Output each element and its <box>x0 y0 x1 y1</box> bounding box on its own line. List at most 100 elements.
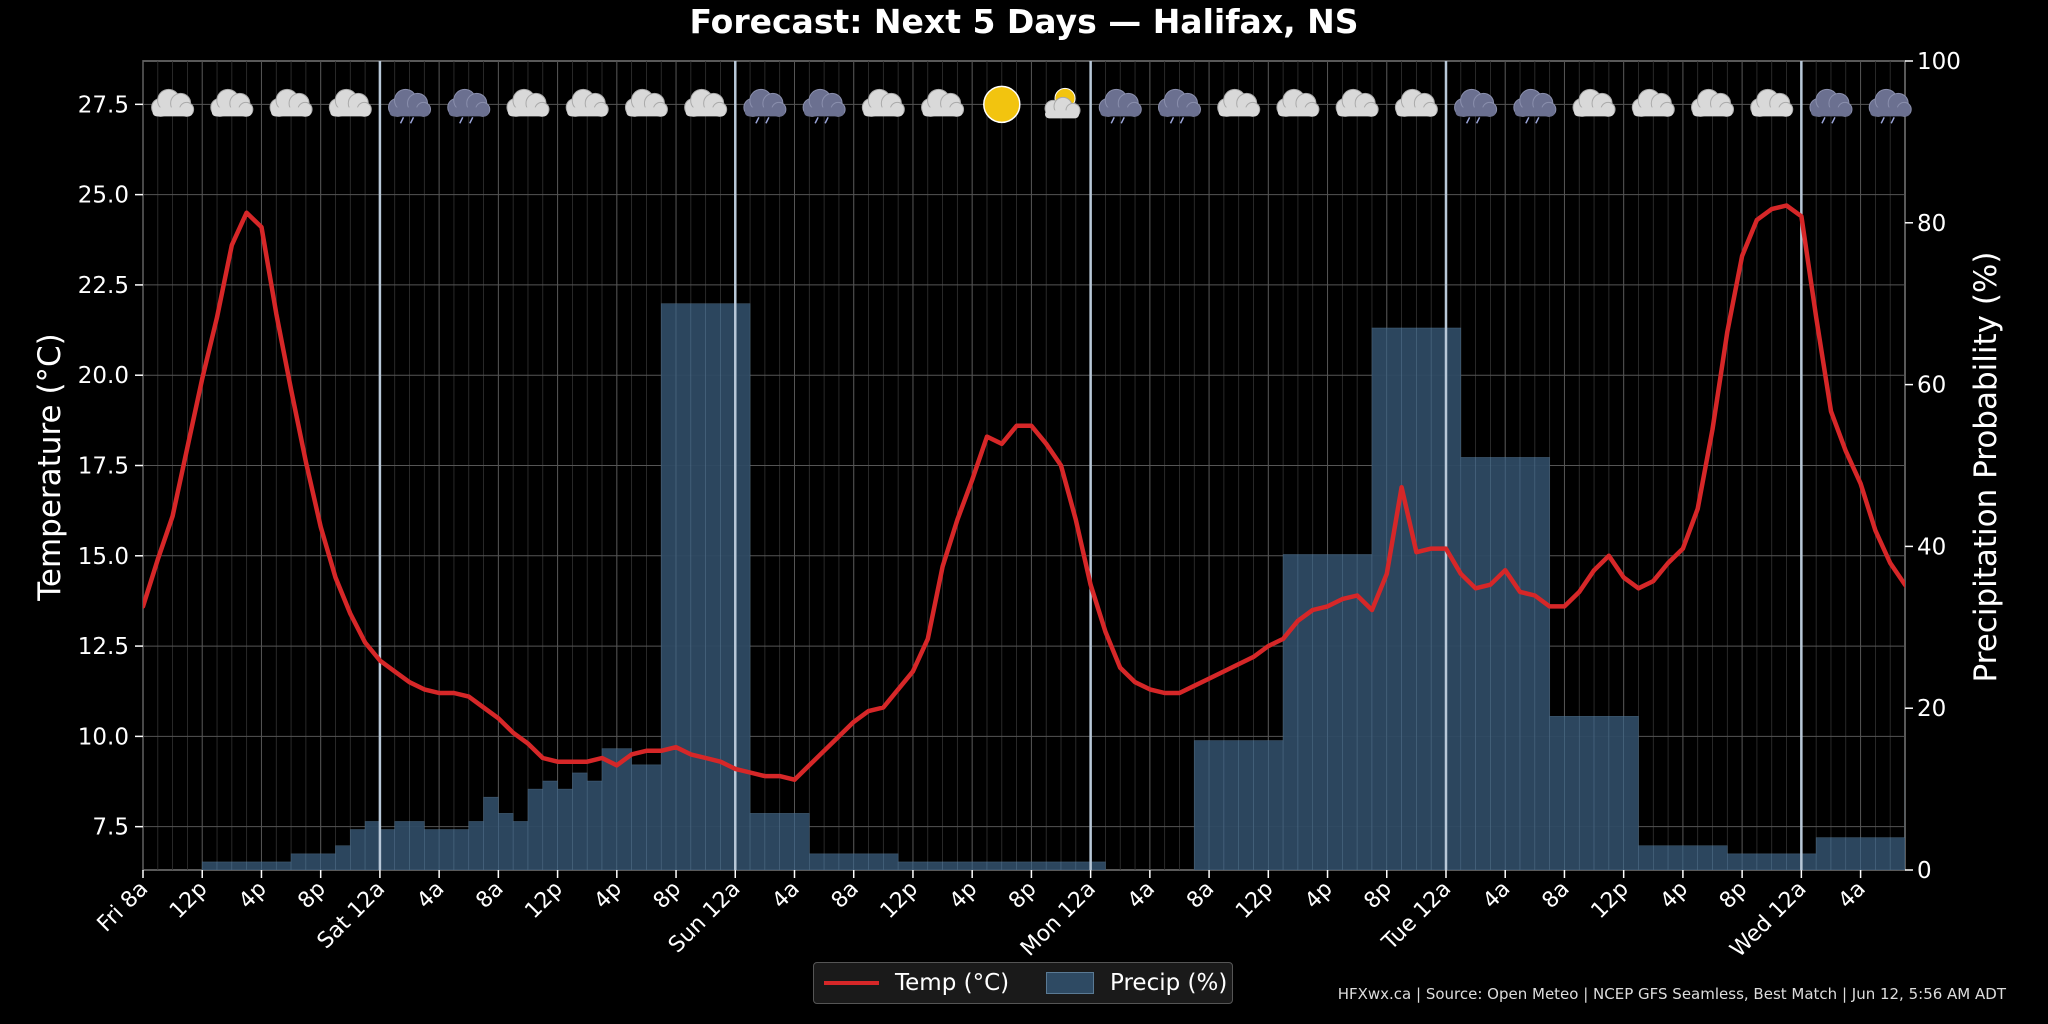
x-tick-label: 4a <box>1478 877 1515 914</box>
cloudy-icon <box>1217 88 1261 117</box>
rain-icon <box>743 88 787 124</box>
precip-bar <box>1801 853 1817 870</box>
sunny-icon <box>983 85 1021 124</box>
precip-bar <box>1401 327 1417 870</box>
precip-bar <box>868 853 884 870</box>
precip-bar <box>246 861 262 870</box>
precip-bar <box>794 813 810 870</box>
x-tick-label: 8a <box>827 877 864 914</box>
precip-bar <box>379 829 396 870</box>
precip-tick-label: 20 <box>1917 696 1946 722</box>
precip-bar <box>1771 853 1787 870</box>
x-tick-label: 8a <box>1182 877 1219 914</box>
rain-icon <box>447 88 491 124</box>
precip-bar <box>764 813 780 870</box>
precip-bar <box>1593 715 1610 870</box>
precip-bar <box>1830 837 1847 870</box>
precip-bar <box>1786 853 1802 870</box>
precip-bar <box>483 796 499 870</box>
cloudy-icon <box>1691 88 1735 117</box>
precip-bar <box>424 829 440 870</box>
precip-bar <box>1386 327 1402 870</box>
precip-bar <box>690 303 706 870</box>
precip-bar <box>1845 837 1861 870</box>
precip-bar <box>1697 845 1713 870</box>
precip-bar <box>1490 457 1506 870</box>
legend: Temp (°C) Precip (%) <box>813 962 1233 1004</box>
y-axis-label-left: Temperature (°C) <box>32 333 68 601</box>
precip-bar <box>1860 837 1876 870</box>
precip-bar <box>1445 327 1462 870</box>
precip-bar <box>1342 554 1358 870</box>
precip-bar <box>1712 845 1728 870</box>
precip-bar <box>631 764 647 870</box>
precip-bar <box>305 853 321 870</box>
cloudy-icon <box>1335 88 1379 117</box>
cloudy-icon <box>684 88 728 117</box>
x-tick-label: 8p <box>1715 877 1752 914</box>
precip-bar <box>1430 327 1447 870</box>
legend-label-precip: Precip (%) <box>1110 970 1228 996</box>
precip-bar <box>275 861 292 870</box>
legend-label-temp: Temp (°C) <box>895 970 1010 996</box>
x-tick-label: 12p <box>1587 877 1634 924</box>
precip-bar <box>957 861 973 870</box>
day-boundaries <box>378 61 1803 870</box>
x-tick-label: 8a <box>1538 877 1575 914</box>
precip-bar <box>1549 715 1565 870</box>
cloudy-icon <box>1631 88 1675 117</box>
x-tick-label: 4p <box>1656 877 1693 914</box>
x-tick-label: 4a <box>768 877 805 914</box>
precip-bar <box>1416 327 1432 870</box>
precip-bar <box>1060 861 1077 870</box>
temp-tick-label: 15.0 <box>78 544 129 570</box>
precip-bar <box>897 861 914 870</box>
weather-icons <box>151 85 1912 124</box>
x-tick-label: 8a <box>471 877 508 914</box>
precip-bar <box>290 853 307 870</box>
cloudy-icon <box>1394 88 1438 117</box>
precip-bar <box>1608 715 1624 870</box>
precip-bar <box>942 861 958 870</box>
right-axis-ticks: 0 20 40 60 80 100 <box>1905 49 1961 884</box>
chart-title: Forecast: Next 5 Days — Halifax, NS <box>689 2 1359 41</box>
precip-bar <box>1208 740 1225 870</box>
precip-bar <box>409 821 425 870</box>
x-tick-label: 4a <box>1123 877 1160 914</box>
precip-tick-label: 60 <box>1917 373 1946 399</box>
rain-icon <box>388 88 432 124</box>
temp-tick-label: 25.0 <box>78 183 129 209</box>
precip-bar <box>1238 740 1254 870</box>
precip-bar <box>971 861 988 870</box>
precip-bar <box>601 748 618 870</box>
x-tick-label: 8p <box>1004 877 1041 914</box>
precip-bar <box>320 853 336 870</box>
precip-tick-label: 80 <box>1917 211 1946 237</box>
cloudy-icon <box>921 88 965 117</box>
x-tick-label: 4p <box>234 877 271 914</box>
x-tick-label: 12p <box>165 877 212 924</box>
x-tick-label: 12p <box>1231 877 1278 924</box>
x-tick-label: 8p <box>649 877 686 914</box>
precip-bar <box>201 861 218 870</box>
precip-bar <box>261 861 277 870</box>
precip-bar <box>660 303 677 870</box>
precip-bar <box>557 788 573 870</box>
x-tick-label: 12p <box>520 877 567 924</box>
precip-bar <box>1282 554 1299 870</box>
precip-bar <box>1578 715 1595 870</box>
precip-bar <box>586 780 603 870</box>
x-tick-label: 4p <box>945 877 982 914</box>
precip-bar <box>1756 853 1773 870</box>
precip-bar <box>498 813 514 870</box>
precip-bar <box>1031 861 1047 870</box>
precip-bar <box>1504 457 1521 870</box>
x-tick-label: 12p <box>876 877 923 924</box>
rain-icon <box>1157 88 1201 124</box>
precip-bar <box>1534 457 1550 870</box>
precip-bar <box>1682 845 1699 870</box>
precip-bar <box>838 853 855 870</box>
precip-bar <box>1075 861 1091 870</box>
x-tick-label: 4p <box>590 877 627 914</box>
